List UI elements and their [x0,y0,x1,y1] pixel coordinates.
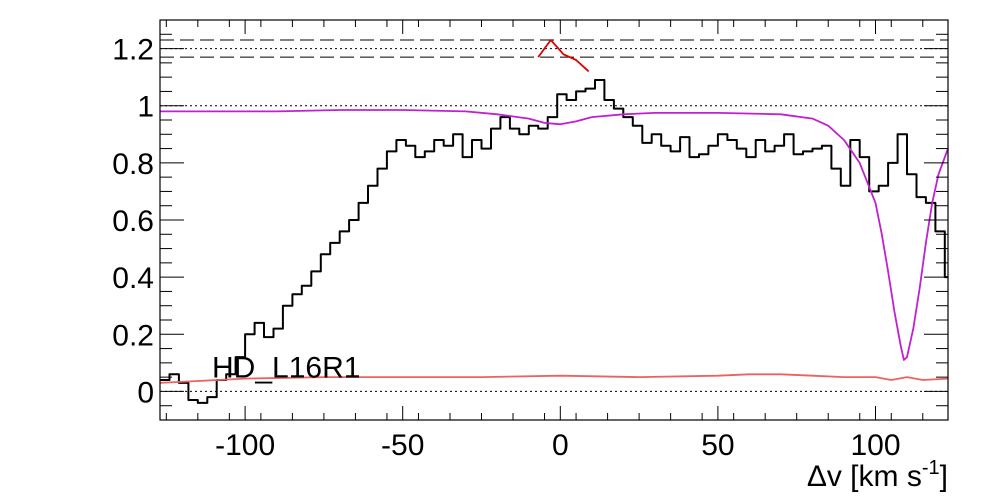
model-fit-series [160,109,949,361]
y-tick-label: 0.4 [112,262,154,295]
y-tick-label: 1.2 [112,34,154,67]
x-axis-title: Δv [km s-1] [807,457,948,493]
x-axis-title-superscript: -1 [922,457,940,479]
flux-data-series [160,79,948,404]
sightline-annotation: HD_L16R1 [212,351,360,384]
marker-series [537,39,590,73]
reference-lines [160,39,948,392]
x-tick-label: -50 [381,429,424,462]
y-tick-label: 1 [137,91,154,124]
tick-labels: -100 -50 0 50 100 0 0.2 0.4 0.6 0.8 1 1.2 [112,34,900,462]
x-tick-label: 50 [701,429,734,462]
y-tick-label: 0.2 [112,319,154,352]
x-axis-title-end: ] [940,460,948,493]
axis-ticks [160,19,948,421]
x-tick-label: 0 [552,429,569,462]
y-tick-label: 0.8 [112,148,154,181]
y-tick-label: 0 [137,376,154,409]
x-axis-title-main: Δv [km s [807,460,922,493]
x-tick-label: -100 [215,429,275,462]
y-tick-label: 0.6 [112,205,154,238]
x-tick-label: 100 [850,429,900,462]
error-series [159,373,949,384]
series-layer [159,39,949,404]
